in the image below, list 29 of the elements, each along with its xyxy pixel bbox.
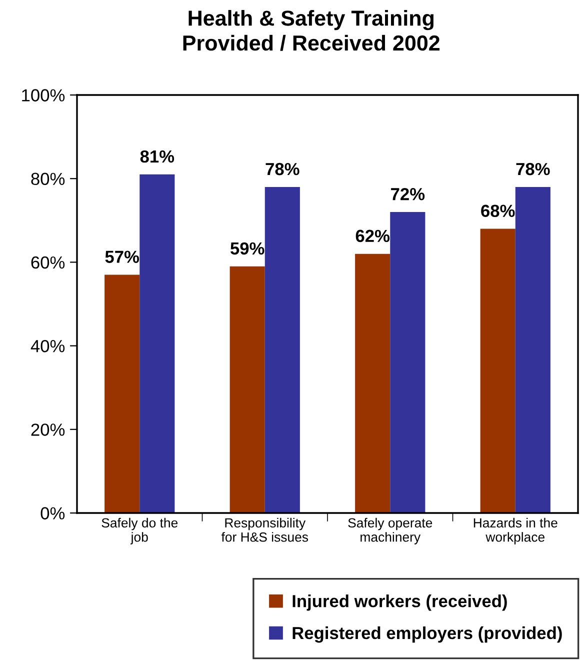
bar xyxy=(140,174,175,513)
x-tick-label: Safely operate machinery xyxy=(348,518,432,544)
data-label: 59% xyxy=(230,242,264,255)
data-label: 72% xyxy=(391,188,425,200)
y-tick-label: 60% xyxy=(31,256,65,269)
y-tick-label: 40% xyxy=(30,340,65,352)
y-tick-label: 80% xyxy=(31,172,65,186)
y-tick-label: 0% xyxy=(40,507,65,520)
bar xyxy=(104,274,140,513)
data-label: 62% xyxy=(356,230,390,242)
legend-label: Registered employers (provided) xyxy=(292,626,562,643)
y-tick-label: 100% xyxy=(22,89,65,102)
data-label: 78% xyxy=(516,162,550,176)
y-tick-label: 20% xyxy=(31,424,65,436)
bar xyxy=(355,254,390,513)
bar xyxy=(390,212,426,513)
legend-label: Injured workers (received) xyxy=(292,594,507,611)
chart-title: Health & Safety Training Provided / Received 2002 xyxy=(183,10,440,51)
data-label: 81% xyxy=(140,150,174,163)
bar xyxy=(230,266,265,513)
bar xyxy=(480,228,516,513)
x-tick-label: Hazards in the workplace xyxy=(474,518,558,544)
data-label: 68% xyxy=(481,204,515,217)
bar xyxy=(515,186,550,513)
x-tick-label: Responsibility for H&S issues xyxy=(221,518,308,542)
data-label: 78% xyxy=(266,162,300,176)
data-label: 57% xyxy=(105,250,140,263)
x-tick-label: Safely do the job xyxy=(102,518,178,544)
bar xyxy=(264,186,300,513)
